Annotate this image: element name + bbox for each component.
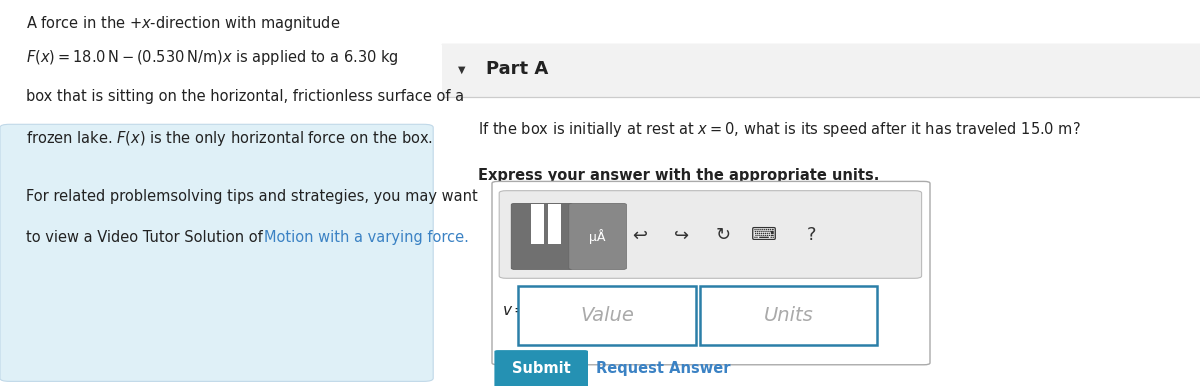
Text: Request Answer: Request Answer [596,361,731,376]
FancyBboxPatch shape [569,203,626,269]
Text: Express your answer with the appropriate units.: Express your answer with the appropriate… [478,168,878,183]
Text: Value: Value [581,306,634,325]
Text: ↻: ↻ [716,227,731,244]
Text: Motion with a varying force.: Motion with a varying force. [264,230,469,245]
FancyBboxPatch shape [499,191,922,278]
Text: Submit: Submit [512,361,570,376]
FancyBboxPatch shape [492,181,930,365]
Bar [548,204,562,225]
Text: ↪: ↪ [674,227,689,244]
Bar [548,223,562,244]
Text: ⌨: ⌨ [751,227,778,244]
Text: For related problemsolving tips and strategies, you may want: For related problemsolving tips and stra… [26,189,478,204]
Text: If the box is initially at rest at $x = 0$, what is its speed after it has trave: If the box is initially at rest at $x = … [478,120,1080,139]
Bar [700,286,877,345]
Text: μÅ: μÅ [589,229,606,244]
Bar [530,204,545,225]
Bar [518,286,696,345]
Text: $F(x) = 18.0\,\mathrm{N} - (0.530\,\mathrm{N/m})x$ is applied to a 6.30 kg: $F(x) = 18.0\,\mathrm{N} - (0.530\,\math… [26,48,400,67]
FancyBboxPatch shape [494,350,588,386]
Text: to view a Video Tutor Solution of: to view a Video Tutor Solution of [26,230,268,245]
Text: Units: Units [763,306,814,325]
Text: A force in the $+x$-direction with magnitude: A force in the $+x$-direction with magni… [26,14,341,32]
Text: Part A: Part A [486,61,548,78]
FancyBboxPatch shape [0,124,433,381]
Text: box that is sitting on the horizontal, frictionless surface of a: box that is sitting on the horizontal, f… [26,89,464,104]
Text: ↩: ↩ [632,227,647,244]
Text: ▼: ▼ [458,64,466,74]
Text: frozen lake. $F(x)$ is the only horizontal force on the box.: frozen lake. $F(x)$ is the only horizont… [26,129,433,148]
Bar [442,44,1200,96]
Bar [530,223,545,244]
Text: $v =$: $v =$ [502,303,527,318]
Text: ?: ? [806,227,816,244]
FancyBboxPatch shape [511,203,572,269]
